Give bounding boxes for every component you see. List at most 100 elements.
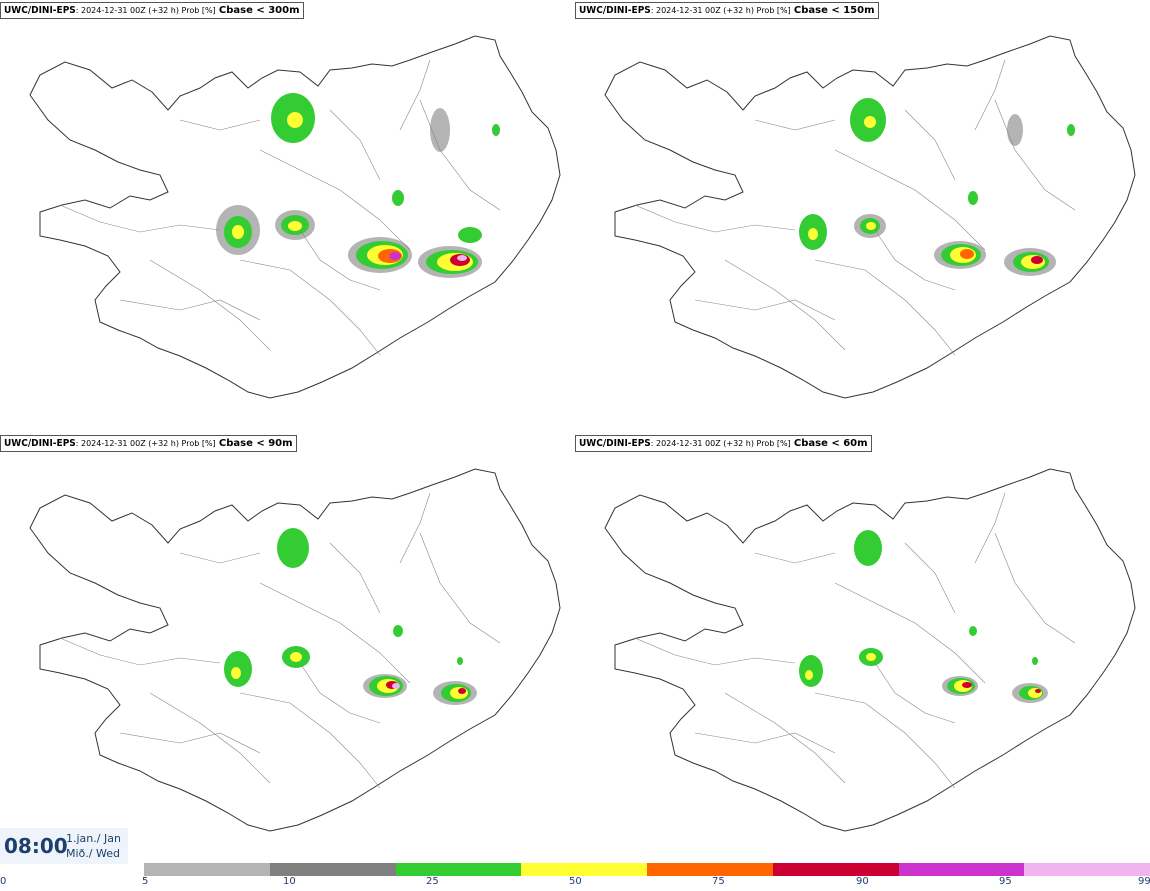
legend-swatch bbox=[647, 863, 773, 876]
region-boundary bbox=[259, 149, 411, 251]
region-boundary bbox=[299, 229, 381, 291]
probability-area bbox=[492, 124, 500, 136]
region-boundary bbox=[239, 692, 381, 789]
probability-area bbox=[231, 667, 241, 679]
region-boundary bbox=[299, 662, 381, 724]
valid-date-line2: Mið./ Wed bbox=[66, 847, 120, 860]
legend-tick-label: 10 bbox=[283, 876, 296, 887]
region-boundary bbox=[419, 99, 501, 211]
probability-area bbox=[392, 190, 404, 206]
probability-area bbox=[393, 625, 403, 637]
region-boundary bbox=[974, 59, 1006, 131]
region-boundary bbox=[239, 259, 381, 356]
region-boundary bbox=[694, 732, 836, 754]
region-boundary bbox=[149, 692, 271, 784]
region-boundary bbox=[994, 532, 1076, 644]
region-boundary bbox=[834, 582, 986, 684]
probability-area bbox=[866, 653, 876, 661]
region-boundary bbox=[814, 259, 956, 356]
probability-area bbox=[458, 227, 482, 243]
panel-title: UWC/DINI-EPS: 2024-12-31 00Z (+32 h) Pro… bbox=[575, 2, 879, 19]
probability-area bbox=[866, 222, 876, 230]
region-boundary bbox=[974, 492, 1006, 564]
legend-swatch bbox=[395, 863, 522, 876]
probability-area bbox=[969, 626, 977, 636]
region-boundary bbox=[119, 732, 261, 754]
probability-area bbox=[1007, 114, 1023, 146]
iceland-map bbox=[29, 468, 561, 832]
legend-swatch bbox=[772, 863, 899, 876]
panel-title: UWC/DINI-EPS: 2024-12-31 00Z (+32 h) Pro… bbox=[0, 435, 297, 452]
probability-area bbox=[457, 255, 467, 261]
region-boundary bbox=[834, 149, 986, 251]
probability-area bbox=[864, 116, 876, 128]
legend-tick-label: 90 bbox=[856, 876, 869, 887]
region-boundary bbox=[874, 229, 956, 291]
probability-area bbox=[430, 108, 450, 152]
probability-area bbox=[1031, 256, 1043, 264]
probability-area bbox=[458, 688, 466, 694]
legend-tick-label: 25 bbox=[426, 876, 439, 887]
panel-title: UWC/DINI-EPS: 2024-12-31 00Z (+32 h) Pro… bbox=[0, 2, 304, 19]
region-boundary bbox=[994, 99, 1076, 211]
legend-tick-label: 0 bbox=[0, 876, 7, 887]
region-boundary bbox=[399, 59, 431, 131]
probability-area bbox=[287, 112, 303, 128]
region-boundary bbox=[724, 692, 846, 784]
probability-area bbox=[808, 228, 818, 240]
legend-tick-label: 50 bbox=[569, 876, 582, 887]
region-boundary bbox=[179, 119, 261, 131]
region-boundary bbox=[874, 662, 956, 724]
iceland-map bbox=[29, 35, 561, 399]
legend-tick-label: 5 bbox=[142, 876, 149, 887]
probability-area bbox=[960, 249, 974, 259]
valid-time: 08:00 bbox=[4, 834, 68, 858]
probability-area bbox=[1032, 657, 1038, 665]
probability-area bbox=[277, 528, 309, 568]
probability-area bbox=[450, 687, 468, 699]
coastline bbox=[29, 35, 561, 399]
probability-area bbox=[457, 657, 463, 665]
color-legend bbox=[144, 863, 1150, 876]
map-panel-300m: UWC/DINI-EPS: 2024-12-31 00Z (+32 h) Pro… bbox=[0, 0, 575, 438]
legend-swatch bbox=[269, 863, 396, 876]
panel-title: UWC/DINI-EPS: 2024-12-31 00Z (+32 h) Pro… bbox=[575, 435, 872, 452]
coastline bbox=[29, 468, 561, 832]
valid-time-box: 08:00 1.jan./ Jan Mið./ Wed bbox=[0, 828, 128, 864]
coastline bbox=[604, 468, 1136, 832]
probability-area bbox=[1035, 689, 1041, 693]
iceland-map bbox=[604, 35, 1136, 399]
region-boundary bbox=[634, 204, 796, 233]
probability-area bbox=[1067, 124, 1075, 136]
region-boundary bbox=[904, 542, 956, 614]
region-boundary bbox=[814, 692, 956, 789]
legend-tick-label: 75 bbox=[712, 876, 725, 887]
valid-date: 1.jan./ Jan Mið./ Wed bbox=[66, 831, 121, 861]
region-boundary bbox=[329, 542, 381, 614]
region-boundary bbox=[399, 492, 431, 564]
region-boundary bbox=[754, 552, 836, 564]
valid-date-line1: 1.jan./ Jan bbox=[66, 832, 121, 845]
map-panel-150m: UWC/DINI-EPS: 2024-12-31 00Z (+32 h) Pro… bbox=[575, 0, 1150, 438]
legend-swatch bbox=[898, 863, 1025, 876]
region-boundary bbox=[724, 259, 846, 351]
map-panel-90m: UWC/DINI-EPS: 2024-12-31 00Z (+32 h) Pro… bbox=[0, 433, 575, 871]
iceland-map bbox=[604, 468, 1136, 832]
legend-ticks: 0 5 10 25 50 75 90 95 99 bbox=[0, 876, 1150, 891]
legend-swatch bbox=[521, 863, 647, 876]
legend-tick-label: 95 bbox=[999, 876, 1012, 887]
region-boundary bbox=[59, 637, 221, 666]
region-boundary bbox=[59, 204, 221, 233]
coastline bbox=[604, 35, 1136, 399]
region-boundary bbox=[754, 119, 836, 131]
legend-swatch bbox=[1024, 863, 1150, 876]
region-boundary bbox=[634, 637, 796, 666]
probability-area bbox=[288, 221, 302, 231]
region-boundary bbox=[694, 299, 836, 321]
region-boundary bbox=[904, 109, 956, 181]
probability-area bbox=[962, 682, 972, 688]
probability-area bbox=[805, 670, 813, 680]
region-boundary bbox=[259, 582, 411, 684]
region-boundary bbox=[179, 552, 261, 564]
region-boundary bbox=[419, 532, 501, 644]
